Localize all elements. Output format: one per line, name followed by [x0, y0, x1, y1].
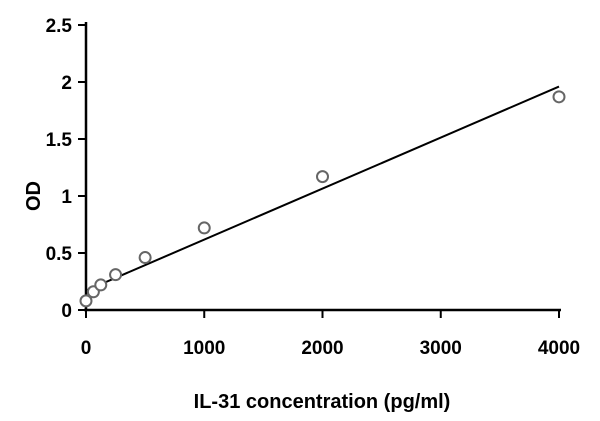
data-point: [552, 90, 566, 104]
x-tick-label: 0: [81, 338, 92, 359]
y-tick-label: 2: [61, 73, 72, 94]
fit-line: [85, 85, 560, 292]
data-point: [94, 278, 108, 292]
data-point: [138, 251, 152, 265]
y-tick-label: 2.5: [46, 16, 73, 37]
y-tick-label: 1: [61, 187, 72, 208]
x-tick-label: 2000: [301, 338, 343, 359]
data-point: [316, 170, 329, 184]
x-tick-label: 1000: [183, 338, 225, 359]
y-tick-label: 0: [61, 301, 72, 322]
y-axis-label: OD: [23, 181, 45, 211]
data-point: [109, 268, 123, 282]
data-point: [197, 221, 211, 235]
data-point: [79, 294, 93, 308]
y-tick-label: 0.5: [46, 244, 73, 265]
y-tick-label: 1.5: [46, 130, 73, 151]
x-tick-label: 3000: [420, 338, 462, 359]
x-axis-label: IL-31 concentration (pg/ml): [194, 391, 451, 413]
x-tick-label: 4000: [538, 338, 580, 359]
